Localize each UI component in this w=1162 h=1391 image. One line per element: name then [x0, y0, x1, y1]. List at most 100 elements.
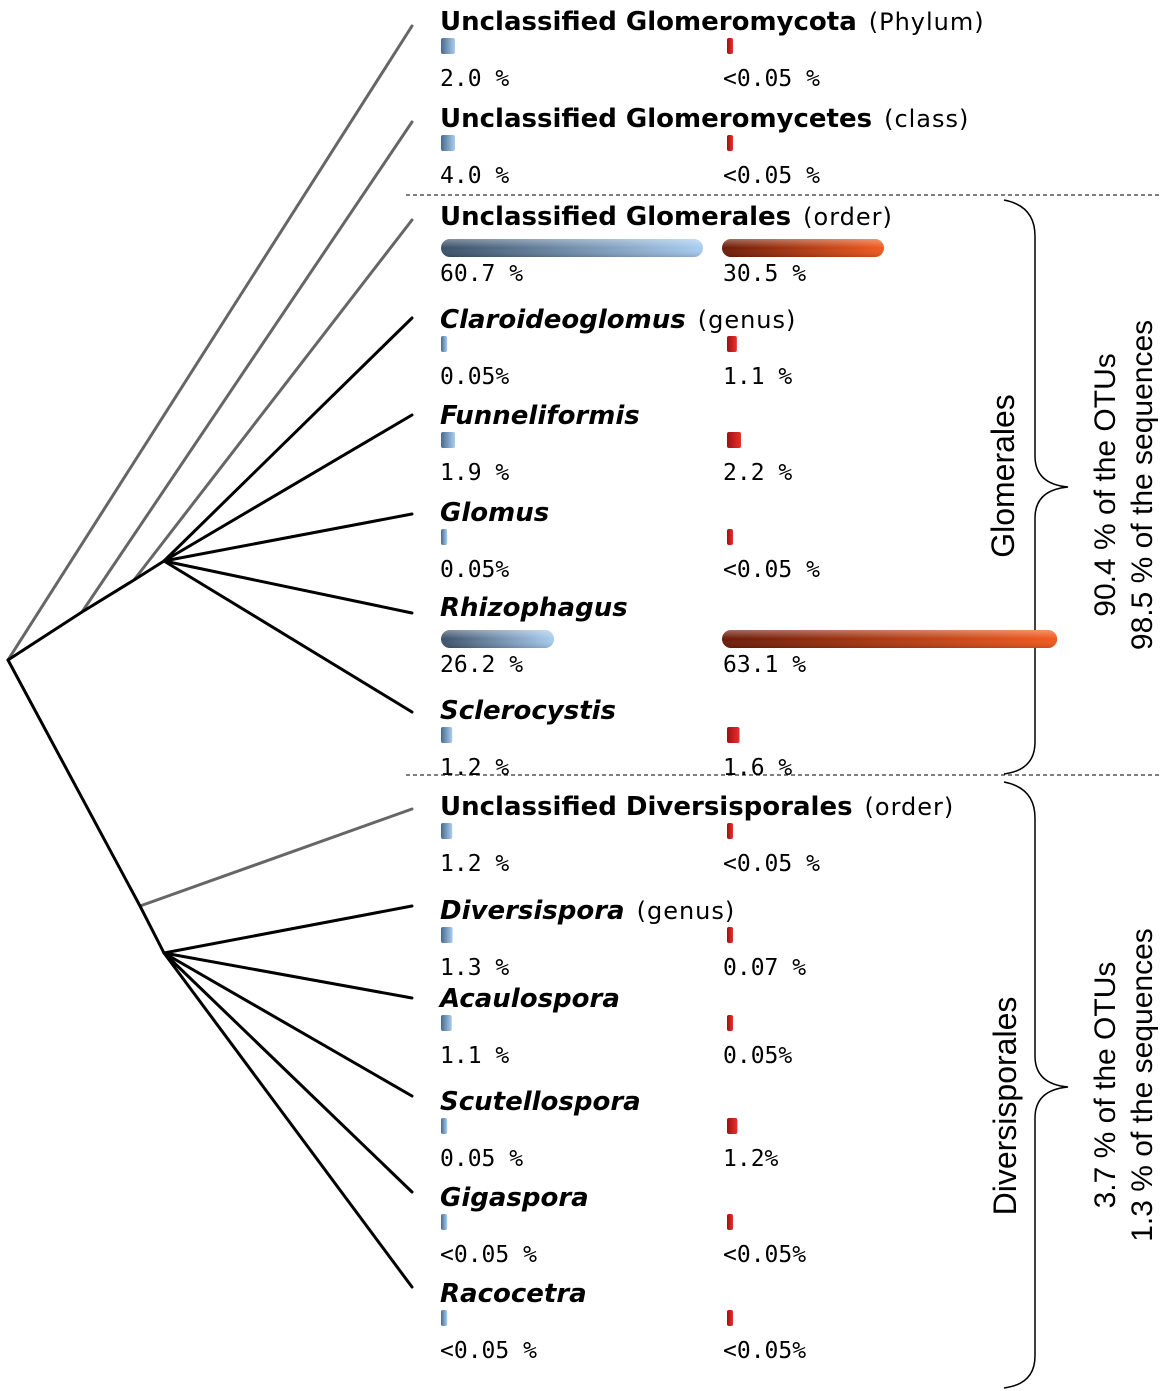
otu-percent: 1.2 % — [440, 851, 509, 877]
group-stat-glomerales-seqs: 98.5 % of the sequences — [1126, 320, 1159, 650]
taxon-row-diversispora: Diversispora (genus) 1.3 % 0.07 % — [440, 896, 806, 981]
otu-percent: 4.0 % — [440, 163, 509, 189]
group-label-diversisporales: Diversisporales — [987, 997, 1023, 1216]
taxon-name: Gigaspora — [440, 1183, 589, 1213]
seq-bar — [727, 38, 733, 54]
taxon-label: Sclerocystis — [440, 696, 616, 726]
seq-percent: <0.05% — [723, 1338, 806, 1364]
branch-glomus — [162, 512, 414, 563]
taxon-rank: (order) — [865, 793, 955, 821]
taxon-row-unclassified-diversisporales: Unclassified Diversisporales (order) 1.2 %… — [440, 792, 955, 877]
taxon-row-sclerocystis: Sclerocystis 1.2 % 1.6 % — [440, 696, 792, 781]
seq-bar-shine — [722, 630, 1058, 648]
taxon-rank: (class) — [884, 105, 969, 133]
otu-bar — [441, 927, 453, 943]
otu-percent: <0.05 % — [440, 1242, 537, 1268]
otu-bar — [441, 823, 453, 839]
otu-bar-shine — [441, 630, 555, 648]
otu-percent: 1.1 % — [440, 1043, 509, 1069]
phylogenetic-tree — [6, 24, 414, 1289]
seq-percent: 1.2% — [723, 1146, 779, 1172]
taxon-row-rhizophagus: Rhizophagus 26.2 % 63.1 % — [440, 593, 1058, 678]
seq-bar — [727, 529, 733, 545]
otu-bar — [441, 1118, 448, 1134]
seq-percent: <0.05 % — [723, 163, 820, 189]
branch-unclassified-glomerales — [132, 218, 414, 582]
otu-bar — [441, 1015, 452, 1031]
otu-percent: 0.05 % — [440, 1146, 523, 1172]
taxon-name: Glomus — [440, 498, 549, 528]
taxon-row-gigaspora: Gigaspora <0.05 % <0.05% — [440, 1183, 806, 1268]
otu-bar — [441, 1310, 448, 1326]
otu-percent: 60.7 % — [440, 261, 523, 287]
taxon-name: Unclassified Glomeromycota — [440, 7, 857, 37]
otu-percent: 26.2 % — [440, 652, 523, 678]
otu-percent: 1.2 % — [440, 755, 509, 781]
seq-percent: 0.05% — [723, 1043, 792, 1069]
seq-bar — [727, 135, 733, 151]
seq-percent: <0.05 % — [723, 557, 820, 583]
seq-percent: 30.5 % — [723, 261, 806, 287]
taxon-label: Scutellospora — [440, 1087, 641, 1117]
branch-acaulospora — [162, 951, 414, 1000]
branch-unclassified-diversisporales — [138, 807, 414, 908]
taxon-label: Gigaspora — [440, 1183, 589, 1213]
taxon-name: Claroideoglomus — [440, 305, 686, 335]
taxon-label: Acaulospora — [438, 984, 620, 1014]
taxon-label: Racocetra — [440, 1279, 587, 1309]
seq-percent: <0.05 % — [723, 66, 820, 92]
seq-bar — [727, 1310, 733, 1326]
taxon-row-funneliformis: Funneliformis 1.9 % 2.2 % — [440, 401, 792, 486]
taxon-rank: (genus) — [698, 306, 797, 334]
seq-bar — [727, 336, 737, 352]
seq-bar-shine — [722, 239, 884, 257]
otu-bar — [441, 727, 453, 743]
taxon-row-unclassified-glomerales: Unclassified Glomerales (order) 60.7 % 30.5… — [440, 202, 893, 287]
otu-percent: 1.9 % — [440, 460, 509, 486]
brace-glomerales — [1003, 199, 1069, 775]
group-stat-diversisporales-otus: 3.7 % of the OTUs — [1089, 962, 1122, 1209]
seq-percent: 0.07 % — [723, 955, 806, 981]
seq-bar — [727, 823, 733, 839]
taxon-rank: (genus) — [637, 897, 736, 925]
taxon-row-acaulospora: Acaulospora 1.1 % 0.05% — [438, 984, 792, 1069]
taxon-name: Acaulospora — [438, 984, 620, 1014]
otu-bar — [441, 336, 448, 352]
seq-bar — [727, 927, 733, 943]
taxon-name: Unclassified Glomeromycetes — [440, 104, 872, 134]
otu-percent: 0.05% — [440, 364, 509, 390]
branch-claroideoglomus — [162, 316, 414, 563]
branch-racocetra — [162, 951, 414, 1289]
otu-percent: 0.05% — [440, 557, 509, 583]
taxon-name: Unclassified Glomerales — [440, 202, 791, 232]
otu-percent: <0.05 % — [440, 1338, 537, 1364]
taxon-name: Racocetra — [440, 1279, 587, 1309]
taxon-label: Glomus — [440, 498, 549, 528]
branch-sclerocystis — [162, 559, 414, 714]
seq-percent: <0.05% — [723, 1242, 806, 1268]
seq-bar — [727, 1015, 733, 1031]
taxon-row-claroideoglomus: Claroideoglomus (genus) 0.05% 1.1 % — [440, 305, 796, 390]
seq-percent: <0.05 % — [723, 851, 820, 877]
taxon-rank: (order) — [803, 203, 893, 231]
branch-funneliformis — [162, 413, 414, 563]
taxon-name: Funneliformis — [440, 401, 640, 431]
branch-backbone-glomerales — [6, 559, 166, 662]
seq-bar — [727, 432, 741, 448]
branch-rhizophagus — [162, 559, 414, 615]
taxon-row-glomus: Glomus 0.05% <0.05 % — [440, 498, 820, 583]
brace-diversisporales — [1003, 781, 1069, 1389]
otu-percent: 2.0 % — [440, 66, 509, 92]
taxon-label: Claroideoglomus (genus) — [440, 305, 796, 335]
seq-percent: 2.2 % — [723, 460, 792, 486]
branch-unclassified-glomeromycetes — [80, 120, 414, 614]
taxon-label: Rhizophagus — [440, 593, 628, 623]
seq-bar — [727, 727, 740, 743]
taxon-name: Diversispora — [440, 896, 625, 926]
group-stat-diversisporales-seqs: 1.3 % of the sequences — [1126, 928, 1159, 1242]
branch-scutellospora — [162, 951, 414, 1098]
branch-diversispora — [162, 904, 414, 955]
taxon-label: Funneliformis — [440, 401, 640, 431]
